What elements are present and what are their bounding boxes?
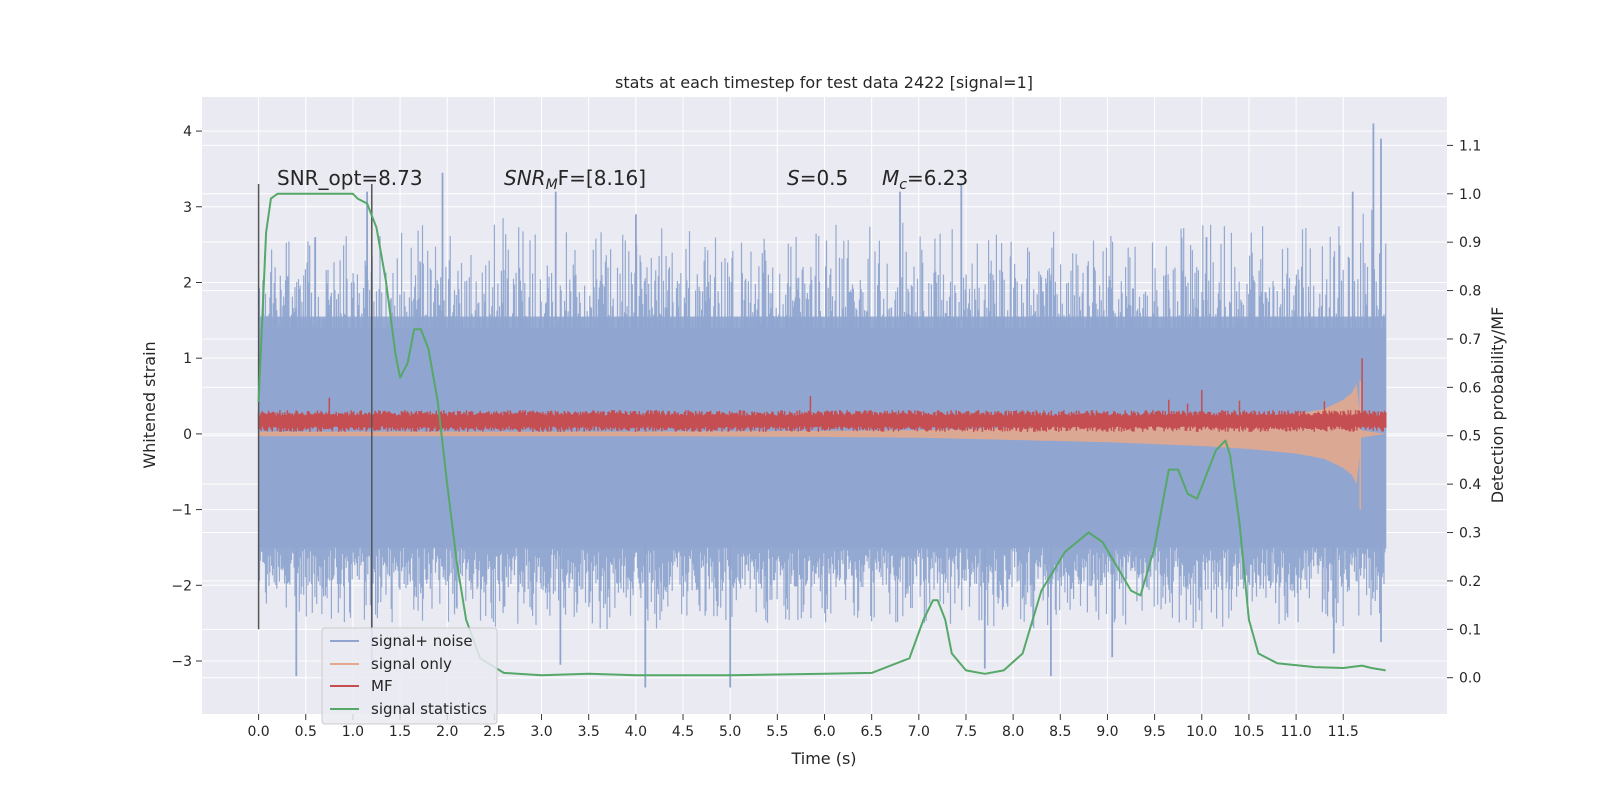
y2-tick-label: 0.2 — [1459, 574, 1481, 590]
x-tick-label: 11.0 — [1281, 724, 1312, 740]
x-tick-label: 1.0 — [342, 724, 364, 740]
y-tick-label: 4 — [183, 124, 192, 140]
y-tick-label: −2 — [171, 578, 192, 594]
chart-title: stats at each timestep for test data 242… — [615, 73, 1033, 92]
legend: signal+ noise signal only MF signal stat… — [321, 627, 498, 725]
annotation-mc: Mc=6.23 — [882, 166, 968, 193]
legend-label-signal-only: signal only — [371, 655, 452, 673]
annotation-s: S=0.5 — [787, 166, 848, 190]
y2-tick-label: 1.0 — [1459, 187, 1481, 203]
signal-only-envelope — [258, 383, 1386, 485]
legend-label-signal-statistics: signal statistics — [371, 700, 487, 718]
y-tick-label: −3 — [171, 654, 192, 670]
y2-tick-label: 0.7 — [1459, 332, 1481, 348]
series-signal-only — [258, 380, 1386, 510]
x-tick-label: 10.0 — [1186, 724, 1217, 740]
y2-tick-label: 1.1 — [1459, 138, 1481, 154]
x-tick-label: 8.0 — [1002, 724, 1024, 740]
annotations: SNR_opt=8.73 SNRMF=[8.16] S=0.5 Mc=6.23 — [277, 166, 968, 193]
y2-tick-label: 0.6 — [1459, 380, 1481, 396]
x-tick-label: 10.5 — [1233, 724, 1264, 740]
y2-tick-label: 0.5 — [1459, 429, 1481, 445]
x-tick-label: 11.5 — [1328, 724, 1359, 740]
x-tick-label: 7.5 — [955, 724, 977, 740]
x-tick-label: 4.0 — [625, 724, 647, 740]
x-axis-label: Time (s) — [790, 749, 856, 768]
y-axis-label: Whitened strain — [140, 341, 159, 468]
x-tick-label: 5.0 — [719, 724, 741, 740]
x-tick-label: 9.0 — [1096, 724, 1118, 740]
y2-tick-label: 0.3 — [1459, 526, 1481, 542]
x-tick-label: 2.5 — [483, 724, 505, 740]
y2-tick-label: 0.4 — [1459, 477, 1481, 493]
x-tick-label: 1.5 — [389, 724, 411, 740]
x-tick-label: 8.5 — [1049, 724, 1071, 740]
legend-box — [321, 627, 498, 725]
x-tick-label: 9.5 — [1143, 724, 1165, 740]
x-tick-label: 0.0 — [247, 724, 269, 740]
y2-tick-label: 0.9 — [1459, 235, 1481, 251]
x-tick-label: 0.5 — [295, 724, 317, 740]
x-tick-label: 3.5 — [578, 724, 600, 740]
y-tick-label: 2 — [183, 275, 192, 291]
x-tick-label: 4.5 — [672, 724, 694, 740]
x-tick-label: 6.0 — [813, 724, 835, 740]
signal-statistics-line — [257, 192, 1386, 677]
y-tick-label: 3 — [183, 200, 192, 216]
x-tick-label: 7.0 — [908, 724, 930, 740]
y-tick-label: 0 — [183, 427, 192, 443]
y2-tick-label: 0.1 — [1459, 622, 1481, 638]
y-tick-label: −1 — [171, 503, 192, 519]
series-signal-statistics — [257, 192, 1386, 677]
legend-label-signal-noise: signal+ noise — [371, 632, 473, 650]
x-tick-label: 2.0 — [436, 724, 458, 740]
y-axis-ticks: −3 −2 −1 0 1 2 3 4 — [171, 124, 202, 670]
y2-tick-label: 0.0 — [1459, 671, 1481, 687]
x-tick-label: 3.0 — [530, 724, 552, 740]
y2-tick-label: 0.8 — [1459, 284, 1481, 300]
x-tick-label: 5.5 — [766, 724, 788, 740]
x-axis-ticks: 0.0 0.5 1.0 1.5 2.0 2.5 3.0 3.5 4.0 4.5 5.0 5.5 6.0 6… — [247, 714, 1359, 740]
y2-axis-ticks: 0.0 0.1 0.2 0.3 0.4 0.5 0.6 0.7 0.8 0.9 1.0 1.1 — [1447, 138, 1481, 687]
x-tick-label: 6.5 — [861, 724, 883, 740]
legend-label-mf: MF — [371, 677, 393, 695]
annotation-snr-mf: SNRMF=[8.16] — [504, 166, 646, 193]
annotation-snr-opt: SNR_opt=8.73 — [277, 166, 423, 190]
y-tick-label: 1 — [183, 351, 192, 367]
vertical-markers — [257, 184, 373, 630]
y2-axis-label: Detection probability/MF — [1488, 307, 1507, 504]
